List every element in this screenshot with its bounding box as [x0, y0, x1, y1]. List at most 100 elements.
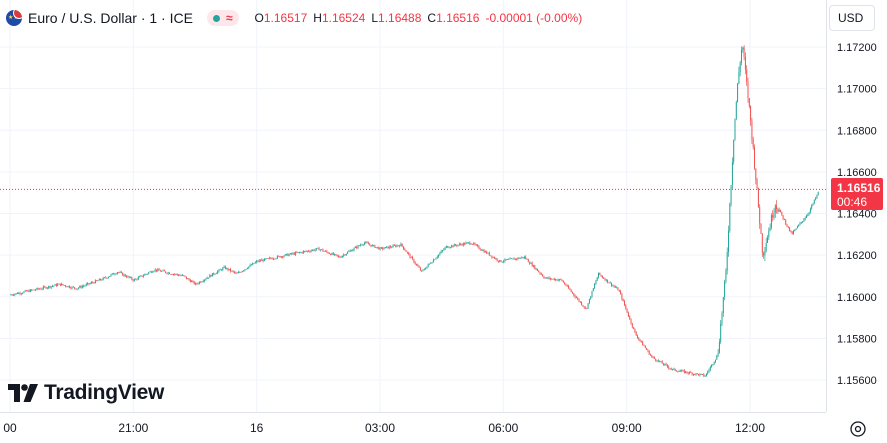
candle [18, 292, 20, 295]
candle [375, 247, 377, 249]
candle [673, 367, 675, 371]
candle [412, 255, 414, 261]
candle [598, 272, 599, 279]
candle [391, 245, 393, 249]
candle [32, 289, 34, 291]
candle [724, 279, 726, 301]
tradingview-logo-text: TradingView [44, 381, 165, 404]
candle [540, 272, 542, 276]
candle [735, 100, 737, 121]
candle [174, 273, 176, 276]
candle [790, 229, 792, 233]
candle [172, 273, 174, 276]
candle [78, 287, 79, 290]
candle [344, 254, 346, 256]
candle [525, 255, 527, 260]
candle [440, 249, 442, 254]
candle [286, 253, 287, 256]
candle [711, 364, 713, 368]
candle [114, 272, 116, 276]
candle [557, 278, 559, 282]
candle [388, 245, 390, 250]
symbol-title[interactable]: Euro / U.S. Dollar · 1 · ICE [28, 10, 193, 26]
candle [215, 272, 217, 275]
candle [730, 185, 732, 207]
candle [96, 280, 98, 282]
candle [13, 293, 14, 296]
candle [221, 269, 222, 271]
candle [404, 247, 406, 251]
candle [40, 287, 42, 290]
candle [621, 292, 623, 301]
candle [761, 232, 763, 257]
candle [692, 373, 694, 376]
candle [340, 255, 342, 258]
candle [763, 251, 765, 259]
price-tick-label: 1.15600 [837, 375, 877, 387]
candle [648, 350, 650, 355]
candle [572, 291, 573, 294]
candle [640, 340, 642, 343]
candle [475, 243, 477, 246]
candle [287, 253, 289, 257]
candle [689, 371, 690, 375]
candle [548, 276, 550, 280]
candle [521, 256, 523, 259]
candle [624, 299, 625, 307]
candle [231, 270, 233, 272]
candle [512, 258, 514, 260]
candle [87, 282, 89, 286]
candle [132, 278, 134, 282]
candle [386, 246, 388, 249]
candle [449, 246, 451, 249]
candle [608, 282, 610, 284]
candle [487, 252, 489, 254]
candle [62, 283, 64, 286]
candle [408, 251, 410, 256]
countdown-timer: 00:46 [837, 195, 867, 209]
candle [178, 273, 180, 277]
candle [169, 272, 170, 275]
candle [431, 261, 433, 264]
candle [703, 373, 705, 378]
candle [425, 267, 427, 270]
candle [659, 360, 661, 363]
gear-icon[interactable] [846, 418, 870, 440]
candle [105, 276, 107, 279]
candle [170, 273, 172, 275]
candle [546, 277, 547, 279]
candle [631, 322, 633, 329]
candle [677, 370, 679, 373]
currency-selector[interactable]: USD [829, 5, 875, 31]
candle [413, 258, 415, 264]
candle [503, 259, 505, 264]
candle [625, 304, 627, 310]
candle [704, 375, 706, 377]
candle [72, 285, 74, 288]
candle [785, 218, 787, 226]
market-status-badge[interactable]: ≈ [206, 10, 239, 26]
candle [720, 320, 722, 344]
candle [715, 359, 716, 364]
candle [352, 248, 354, 252]
candle [685, 371, 687, 374]
tradingview-logo[interactable]: TradingView [8, 381, 164, 405]
candle [423, 268, 425, 271]
candle [241, 270, 243, 273]
symbol-legend: ★★ Euro / U.S. Dollar · 1 · ICE ≈ O1.165… [6, 8, 582, 28]
candle [495, 257, 497, 260]
candle [544, 276, 546, 279]
candle [700, 373, 702, 375]
candle [642, 340, 644, 346]
candle [392, 243, 394, 248]
candle [369, 242, 371, 246]
candle [417, 263, 419, 267]
candle [107, 276, 109, 279]
time-tick-label: 16 [250, 421, 264, 435]
candle [457, 244, 459, 247]
candle [552, 278, 554, 280]
candle [379, 246, 381, 251]
candle [245, 268, 247, 270]
candle [334, 253, 336, 257]
